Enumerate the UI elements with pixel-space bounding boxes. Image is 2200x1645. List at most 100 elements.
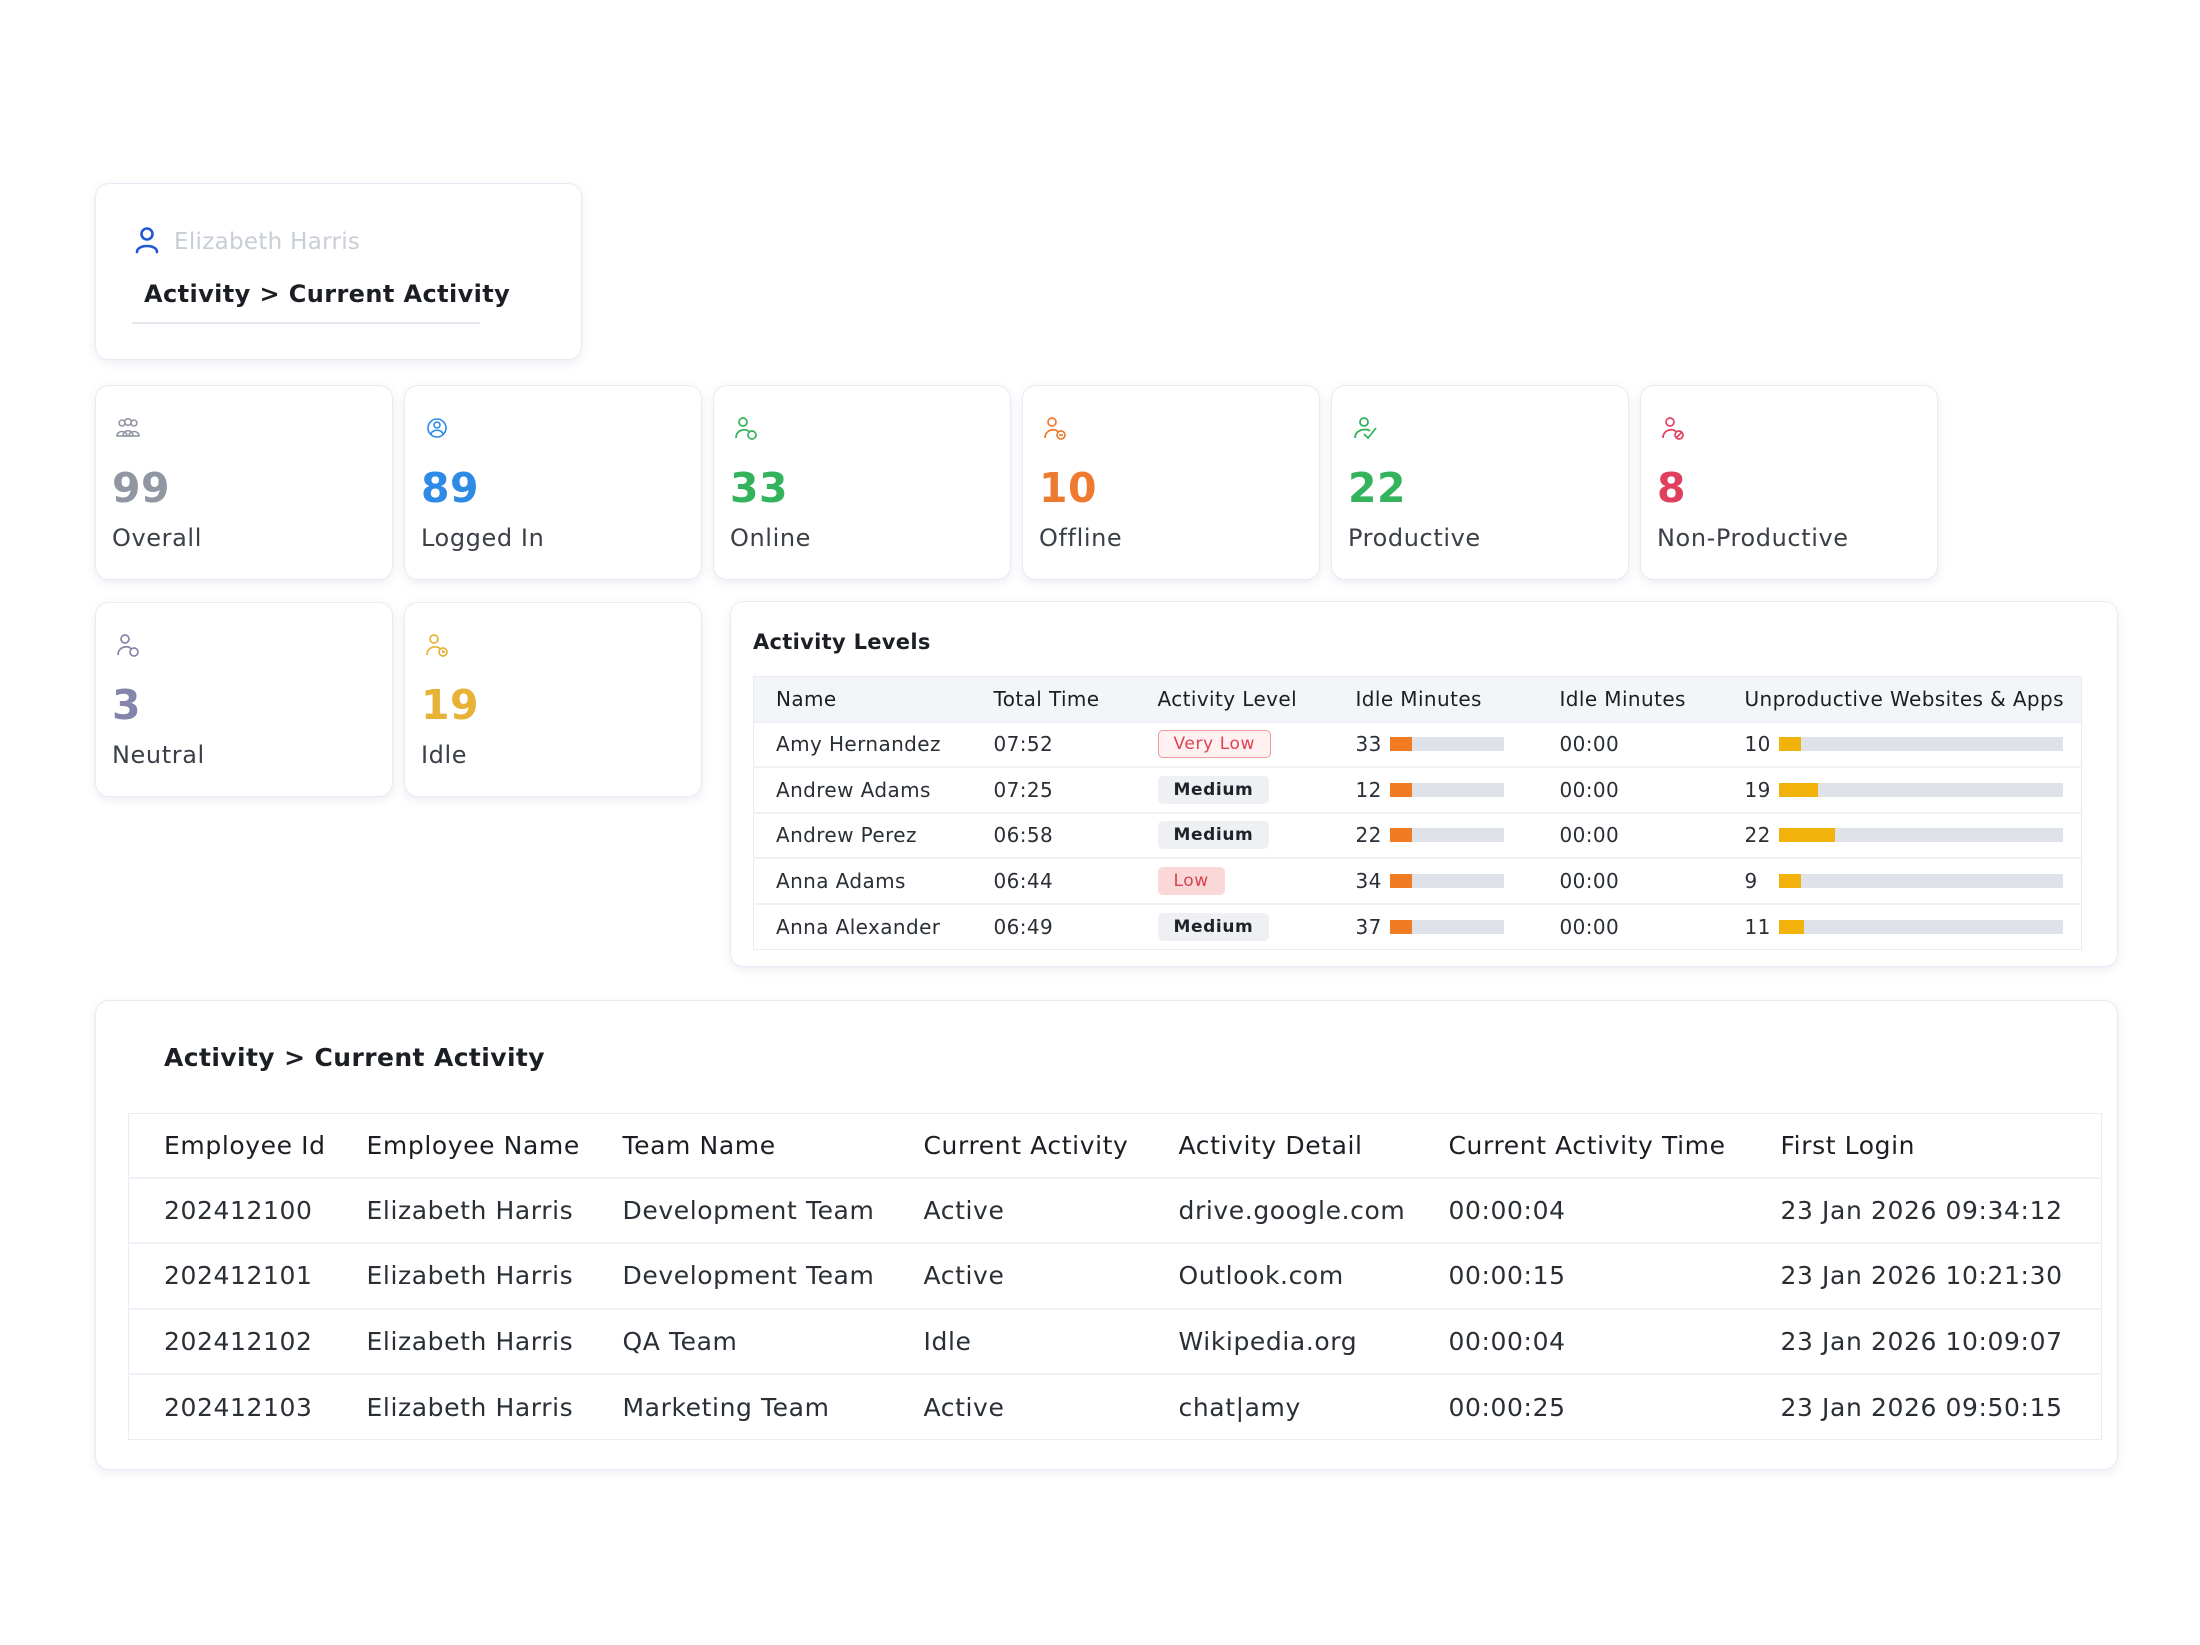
employee-name: Elizabeth Harris bbox=[331, 1373, 588, 1440]
stat-card-productive[interactable]: 22 Productive bbox=[1331, 385, 1629, 580]
unproductive-bar-fill bbox=[1778, 873, 1802, 888]
table-row[interactable]: 202412102 Elizabeth Harris QA Team Idle Wiki… bbox=[128, 1307, 2102, 1374]
first-login: 23 Jan 2026 09:34:12 bbox=[1745, 1176, 2102, 1243]
table-header-row: Name Total Time Activity Level Idle Minu… bbox=[753, 676, 2082, 722]
first-login: 23 Jan 2026 10:21:30 bbox=[1745, 1242, 2102, 1309]
column-header-employee-id[interactable]: Employee Id bbox=[164, 1130, 326, 1160]
breadcrumb[interactable]: Activity > Current Activity bbox=[144, 280, 511, 308]
column-header-total-time[interactable]: Total Time bbox=[971, 676, 1136, 722]
column-header-first-login[interactable]: First Login bbox=[1780, 1130, 1916, 1160]
total-time: 07:25 bbox=[971, 766, 1136, 813]
unproductive-bar-fill bbox=[1778, 919, 1805, 934]
table-row[interactable]: 202412103 Elizabeth Harris Marketing Team A… bbox=[128, 1373, 2102, 1440]
idle-minutes-bar-fill bbox=[1389, 737, 1413, 752]
current-activity: Active bbox=[888, 1373, 1144, 1440]
current-activity-time: 00:00:04 bbox=[1413, 1176, 1746, 1243]
current-activity: Idle bbox=[888, 1307, 1144, 1374]
column-header-current-activity[interactable]: Current Activity bbox=[923, 1130, 1129, 1160]
total-time: 06:58 bbox=[971, 811, 1136, 858]
stat-label: Overall bbox=[112, 524, 202, 552]
table-row[interactable]: Amy Hernandez 07:52 Very Low 33 00:00 10 bbox=[753, 720, 2082, 767]
idle-time: 00:00 bbox=[1537, 766, 1723, 813]
idle-minutes-bar bbox=[1389, 828, 1504, 843]
column-header-idle-time[interactable]: Idle Minutes bbox=[1537, 676, 1723, 722]
column-header-activity-level[interactable]: Activity Level bbox=[1135, 676, 1334, 722]
stat-label: Neutral bbox=[112, 741, 205, 769]
total-time: 07:52 bbox=[971, 720, 1136, 767]
column-header-name[interactable]: Name bbox=[753, 676, 972, 722]
user-neutral-icon bbox=[114, 631, 142, 659]
user-login-icon bbox=[423, 414, 451, 442]
stat-card-idle[interactable]: 19 Idle bbox=[404, 602, 702, 797]
employee-name: Andrew Perez bbox=[753, 811, 972, 858]
column-header-current-activity-time[interactable]: Current Activity Time bbox=[1448, 1130, 1726, 1160]
user-name-row: Elizabeth Harris bbox=[134, 226, 360, 258]
current-activity-time: 00:00:25 bbox=[1413, 1373, 1746, 1440]
stat-value: 3 bbox=[112, 681, 142, 729]
user-name: Elizabeth Harris bbox=[174, 229, 361, 255]
column-header-unproductive[interactable]: Unproductive Websites & Apps bbox=[1722, 676, 2082, 722]
stat-value: 89 bbox=[421, 464, 480, 512]
unproductive-bar bbox=[1778, 873, 2063, 888]
idle-minutes-value: 12 bbox=[1355, 777, 1382, 802]
column-header-employee-name[interactable]: Employee Name bbox=[366, 1130, 580, 1160]
idle-minutes-bar bbox=[1389, 919, 1504, 934]
stat-value: 22 bbox=[1348, 464, 1407, 512]
table-header-row: Employee Id Employee Name Team Name Curr… bbox=[129, 1114, 2102, 1178]
idle-minutes-value: 34 bbox=[1355, 868, 1382, 893]
unproductive-bar-fill bbox=[1778, 828, 1836, 843]
table-row[interactable]: Andrew Perez 06:58 Medium 22 00:00 22 bbox=[753, 811, 2082, 858]
stat-label: Online bbox=[730, 524, 812, 552]
unproductive-bar bbox=[1778, 919, 2063, 934]
column-header-activity-detail[interactable]: Activity Detail bbox=[1178, 1130, 1363, 1160]
stat-card-neutral[interactable]: 3 Neutral bbox=[95, 602, 393, 797]
stat-value: 19 bbox=[421, 681, 480, 729]
idle-minutes-value: 22 bbox=[1355, 823, 1382, 848]
stat-card-non-productive[interactable]: 8 Non-Productive bbox=[1640, 385, 1938, 580]
idle-minutes-bar-fill bbox=[1389, 873, 1413, 888]
employee-id: 202412100 bbox=[128, 1176, 332, 1243]
table-row[interactable]: 202412100 Elizabeth Harris Development Tea… bbox=[128, 1176, 2102, 1243]
activity-levels-card: Activity Levels Name Total Time Activity… bbox=[730, 601, 2118, 967]
stat-label: Offline bbox=[1039, 524, 1123, 552]
stat-value: 99 bbox=[112, 464, 171, 512]
user-offline-icon bbox=[1041, 414, 1069, 442]
stat-card-overall[interactable]: 99 Overall bbox=[95, 385, 393, 580]
unproductive-value: 19 bbox=[1744, 777, 1771, 802]
breadcrumb-underline bbox=[132, 322, 480, 324]
activity-level-badge: Medium bbox=[1157, 775, 1270, 804]
employee-id: 202412102 bbox=[128, 1307, 332, 1374]
table-row[interactable]: Anna Adams 06:44 Low 34 00:00 9 bbox=[753, 857, 2082, 904]
idle-minutes-bar-fill bbox=[1389, 782, 1413, 797]
unproductive-bar bbox=[1778, 782, 2063, 797]
employee-name: Elizabeth Harris bbox=[331, 1307, 588, 1374]
current-activity: Active bbox=[888, 1176, 1144, 1243]
employee-name: Elizabeth Harris bbox=[331, 1176, 588, 1243]
stat-value: 10 bbox=[1039, 464, 1098, 512]
first-login: 23 Jan 2026 10:09:07 bbox=[1745, 1307, 2102, 1374]
users-group-icon bbox=[114, 414, 142, 442]
activity-detail: Wikipedia.org bbox=[1143, 1307, 1414, 1374]
activity-levels-title: Activity Levels bbox=[753, 630, 931, 654]
activity-level-badge: Low bbox=[1157, 866, 1225, 895]
idle-minutes-bar bbox=[1389, 737, 1504, 752]
stat-value: 33 bbox=[730, 464, 789, 512]
column-header-idle-minutes[interactable]: Idle Minutes bbox=[1333, 676, 1538, 722]
column-header-team-name[interactable]: Team Name bbox=[622, 1130, 776, 1160]
unproductive-value: 11 bbox=[1744, 914, 1771, 939]
stat-card-online[interactable]: 33 Online bbox=[713, 385, 1011, 580]
current-activity-table: Employee Id Employee Name Team Name Curr… bbox=[128, 1113, 2102, 1440]
table-row[interactable]: Andrew Adams 07:25 Medium 12 00:00 19 bbox=[753, 766, 2082, 813]
activity-level-cell: Medium bbox=[1135, 902, 1334, 949]
table-row[interactable]: Anna Alexander 06:49 Medium 37 00:00 11 bbox=[753, 902, 2082, 949]
stat-card-offline[interactable]: 10 Offline bbox=[1022, 385, 1320, 580]
unproductive-bar bbox=[1778, 737, 2063, 752]
idle-minutes-value: 37 bbox=[1355, 914, 1382, 939]
user-online-icon bbox=[732, 414, 760, 442]
stat-card-logged-in[interactable]: 89 Logged In bbox=[404, 385, 702, 580]
idle-minutes-bar-fill bbox=[1389, 919, 1413, 934]
idle-time: 00:00 bbox=[1537, 902, 1723, 949]
table-row[interactable]: 202412101 Elizabeth Harris Development Tea… bbox=[128, 1242, 2102, 1309]
current-activity-card: Activity > Current Activity Employee Id … bbox=[95, 1000, 2118, 1470]
user-productive-icon bbox=[1350, 414, 1378, 442]
